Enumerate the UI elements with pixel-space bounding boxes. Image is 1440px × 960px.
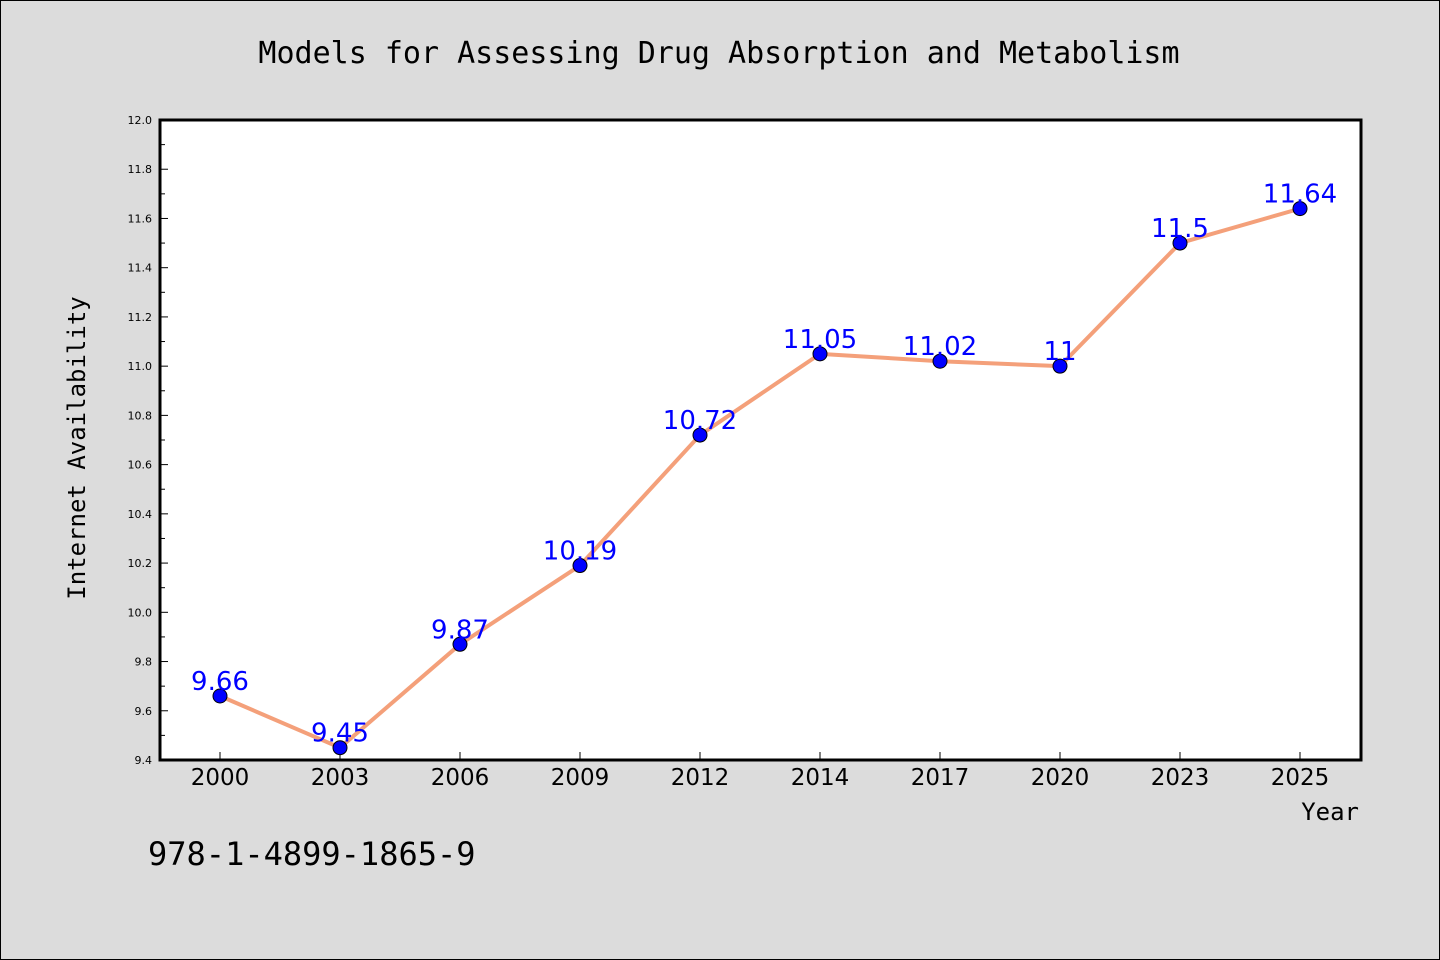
y-tick-label: 11.8 [128, 163, 153, 176]
data-point [212, 688, 228, 704]
data-label: 11 [1043, 337, 1076, 367]
x-tick-label: 2023 [1151, 765, 1210, 791]
data-point [692, 427, 708, 443]
x-tick-label: 2017 [911, 765, 970, 791]
x-tick-label: 2020 [1031, 765, 1090, 791]
x-tick-label: 2014 [791, 765, 850, 791]
x-tick-label: 2003 [311, 765, 370, 791]
y-tick-label: 11.4 [128, 262, 153, 275]
y-tick-label: 11.2 [128, 311, 153, 324]
isbn-annotation: 978-1-4899-1865-9 [148, 835, 476, 873]
data-label: 9.66 [191, 667, 249, 697]
data-label: 9.87 [431, 615, 489, 645]
series-layer: 9.66 9.45 9.87 10.19 10.72 11.05 11.02 11 11.5 11… [191, 180, 1337, 756]
y-axis: 9.4 9.6 9.8 10.0 10.2 10.4 10.6 10.8 11.0 11.2 11.… [128, 114, 168, 767]
x-tick-label: 2006 [431, 765, 490, 791]
plot-area [158, 118, 1363, 762]
x-tick-label: 2009 [551, 765, 610, 791]
y-tick-label: 10.8 [128, 409, 153, 422]
data-point [932, 353, 948, 369]
y-tick-label: 10.2 [128, 557, 153, 570]
y-axis-label: Internet Availability [63, 296, 91, 599]
data-point [1172, 235, 1188, 251]
data-point [1052, 358, 1068, 374]
data-label: 10.19 [543, 537, 617, 567]
y-tick-label: 12.0 [128, 114, 153, 127]
series-line [219, 206, 1301, 750]
data-label: 11.5 [1151, 214, 1209, 244]
data-point [452, 636, 468, 652]
y-tick-label: 10.6 [128, 459, 153, 472]
y-tick-label: 9.4 [135, 754, 153, 767]
y-tick-label: 9.8 [135, 656, 153, 669]
data-point [1292, 201, 1308, 217]
data-label: 11.02 [903, 332, 977, 362]
data-point [572, 558, 588, 574]
x-tick-label: 2025 [1271, 765, 1330, 791]
y-tick-label: 9.6 [135, 705, 153, 718]
y-tick-label: 10.0 [128, 606, 153, 619]
chart-title: Models for Assessing Drug Absorption and… [258, 36, 1179, 71]
x-axis: 2000 2003 2006 2009 2012 2014 2017 2020 2023 2025 [191, 752, 1330, 791]
data-point [812, 346, 828, 362]
data-label: 9.45 [311, 719, 369, 749]
x-tick-label: 2000 [191, 765, 250, 791]
data-label: 11.64 [1263, 180, 1337, 210]
y-tick-label: 11.6 [128, 212, 153, 225]
x-axis-label: Year [1301, 798, 1359, 826]
data-label: 10.72 [663, 406, 737, 436]
data-label: 11.05 [783, 325, 857, 355]
x-tick-label: 2012 [671, 765, 730, 791]
y-tick-label: 11.0 [128, 360, 153, 373]
y-tick-label: 10.4 [128, 508, 153, 521]
data-point [332, 740, 348, 756]
